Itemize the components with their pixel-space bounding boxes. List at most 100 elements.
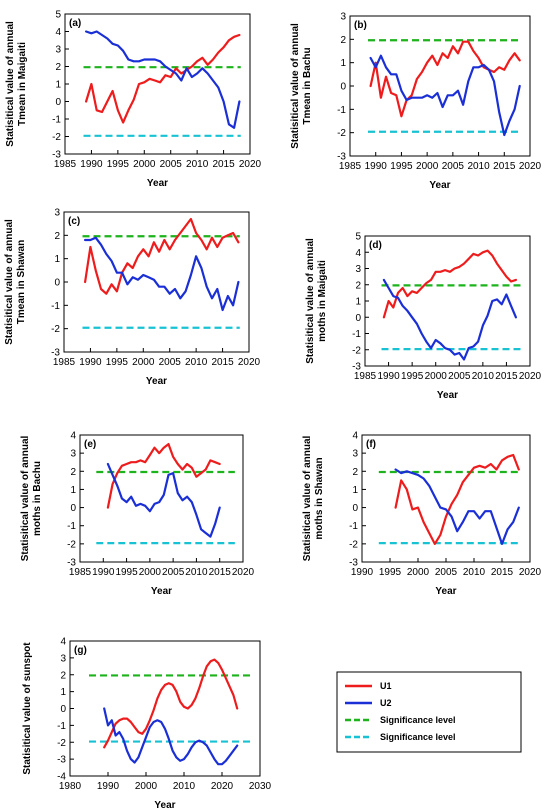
x-tick-label: 2020 — [519, 371, 542, 382]
series-line-u1 — [83, 217, 240, 295]
series-line-u1 — [382, 249, 518, 319]
legend-label-upper-significance: Significance level — [380, 715, 456, 725]
y-tick-label: -1 — [337, 105, 346, 116]
x-tick-label: 1985 — [69, 567, 92, 578]
chart-panel-f: -3 -2 -1 0 1 2 3 4 1990 1995 2000 2005 2010 2015 2020 (… — [302, 431, 542, 598]
x-tick-label: 2005 — [162, 567, 185, 578]
series-line-u1 — [394, 453, 520, 546]
x-tick-label: 1990 — [80, 159, 103, 170]
series-line-u2 — [83, 236, 240, 312]
x-tick-label: 2010 — [185, 567, 208, 578]
chart-panel-g: -4 -3 -2 -1 0 1 2 3 4 1980 1990 2000 2010 2020 2030 (g)… — [22, 637, 272, 809]
x-tick-label: 1990 — [97, 781, 120, 792]
y-axis-label: moths in Bachu — [32, 461, 43, 536]
series-line-u2 — [394, 468, 520, 546]
x-tick-label: 1985 — [54, 159, 77, 170]
y-tick-label: 0 — [340, 82, 346, 93]
series-line-u1 — [106, 443, 221, 509]
x-tick-label: 1995 — [390, 161, 413, 172]
x-tick-label: 2020 — [232, 567, 255, 578]
x-tick-label: 2015 — [495, 371, 518, 382]
y-tick-label: 4 — [352, 431, 358, 442]
y-tick-label: 1 — [54, 254, 60, 265]
x-tick-label: 2020 — [238, 357, 261, 368]
x-tick-label: 2015 — [493, 161, 516, 172]
y-tick-label: 1 — [55, 80, 61, 91]
y-tick-label: 5 — [55, 10, 61, 21]
x-tick-label: 1990 — [92, 567, 115, 578]
x-tick-label: 2000 — [133, 159, 156, 170]
y-tick-label: -3 — [337, 152, 346, 163]
y-tick-label: 5 — [355, 232, 361, 243]
x-tick-label: 2020 — [519, 567, 542, 578]
y-axis-label: Statisitical value of annual — [290, 23, 301, 149]
y-tick-label: 2 — [352, 467, 358, 478]
series-line-u1 — [369, 40, 521, 118]
y-tick-label: 2 — [60, 670, 66, 681]
x-tick-label: 2030 — [249, 781, 272, 792]
x-axis-label: Year — [151, 586, 172, 597]
y-axis-label: Statisitical value of annual — [5, 21, 16, 147]
x-tick-label: 2010 — [467, 161, 490, 172]
y-tick-label: -2 — [349, 539, 358, 550]
x-tick-label: 2000 — [425, 371, 448, 382]
y-tick-label: 2 — [70, 467, 76, 478]
x-tick-label: 2000 — [132, 357, 155, 368]
x-tick-label: 1990 — [365, 161, 388, 172]
plot-frame — [79, 434, 244, 563]
chart-panel-e: -3 -2 -1 0 1 2 3 4 1985 1990 1995 2000 2005 2010 2015 2… — [20, 431, 255, 598]
y-tick-label: 3 — [60, 653, 66, 664]
x-tick-label: 2005 — [435, 567, 458, 578]
series-line-u1 — [103, 658, 239, 749]
y-tick-label: 1 — [70, 485, 76, 496]
x-tick-label: 2015 — [209, 567, 232, 578]
y-tick-label: 1 — [352, 485, 358, 496]
y-tick-label: -3 — [67, 558, 76, 569]
x-tick-label: 2005 — [160, 159, 183, 170]
y-tick-label: 3 — [355, 264, 361, 275]
x-tick-label: 1995 — [115, 567, 138, 578]
panel-label: (a) — [69, 18, 81, 29]
y-tick-label: -2 — [67, 539, 76, 550]
x-axis-label: Year — [146, 376, 167, 387]
x-tick-label: 1980 — [59, 781, 82, 792]
x-tick-label: 2010 — [463, 567, 486, 578]
x-tick-label: 1985 — [354, 371, 377, 382]
y-tick-label: 2 — [355, 280, 361, 291]
plot-frame — [69, 640, 261, 777]
x-axis-label: Year — [429, 180, 450, 191]
x-axis-label: Year — [437, 390, 458, 401]
x-tick-label: 2020 — [519, 161, 542, 172]
x-tick-label: 2015 — [491, 567, 514, 578]
panel-label: (e) — [84, 439, 96, 450]
legend-label-lower-significance: Significance level — [380, 732, 456, 742]
x-tick-label: 2015 — [212, 159, 235, 170]
x-tick-label: 2000 — [135, 781, 158, 792]
y-tick-label: 3 — [70, 449, 76, 460]
panel-label: (b) — [354, 20, 367, 31]
x-tick-label: 2005 — [442, 161, 465, 172]
y-tick-label: -3 — [349, 558, 358, 569]
x-tick-label: 2000 — [416, 161, 439, 172]
y-axis-label: Statisitical value of sunspot — [22, 642, 33, 775]
x-tick-label: 2000 — [407, 567, 430, 578]
y-axis-label: moths in Shawan — [314, 457, 325, 539]
y-tick-label: -2 — [352, 345, 361, 356]
chart-panel-c: -3 -2 -1 0 1 2 3 1985 1990 1995 2000 2005 2010 2015 20… — [4, 208, 261, 388]
y-tick-label: 3 — [54, 208, 60, 219]
panel-label: (f) — [366, 439, 376, 450]
x-tick-label: 1990 — [351, 567, 374, 578]
y-tick-label: -1 — [52, 115, 61, 126]
plot-frame — [349, 15, 531, 157]
x-tick-label: 1985 — [53, 357, 76, 368]
y-tick-label: 2 — [55, 62, 61, 73]
y-axis-label: Statisitical value of annual — [302, 435, 313, 561]
x-tick-label: 2010 — [472, 371, 495, 382]
x-tick-label: 1995 — [401, 371, 424, 382]
plot-frame — [64, 13, 251, 155]
series-line-u2 — [369, 54, 521, 137]
y-tick-label: 0 — [70, 503, 76, 514]
y-axis-label: Statisitical value of annual — [20, 435, 31, 561]
panel-label: (d) — [369, 240, 382, 251]
x-tick-label: 1990 — [377, 371, 400, 382]
